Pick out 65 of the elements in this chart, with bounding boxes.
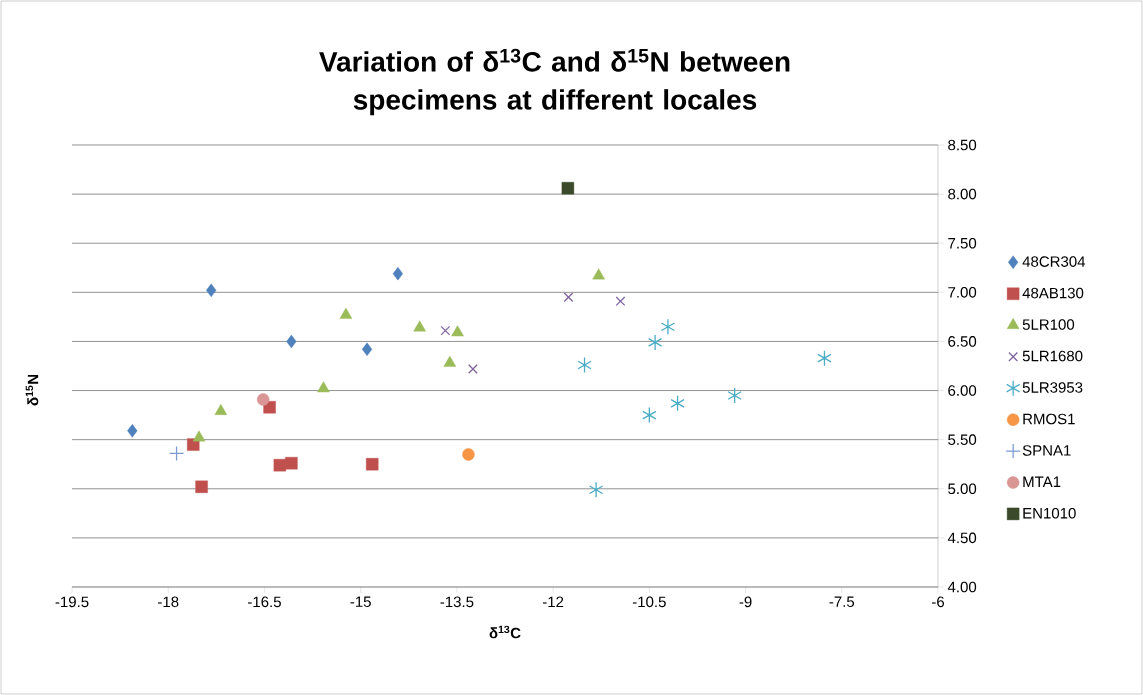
point [592,268,605,280]
y-tick-label: 8.50 [948,139,977,151]
point [317,381,330,393]
y-tick-label: 7.00 [948,287,977,298]
legend-label: EN1010 [1023,507,1076,519]
legend-label: SPNA1 [1022,445,1071,456]
point [670,395,685,412]
y-tick-label: 5.00 [948,483,977,495]
point [642,406,657,424]
x-tick-label: -7.5 [829,596,855,607]
y-axis-title: δ$^{15}$N [25,374,39,406]
legend-label: 5LR100 [1022,319,1075,330]
point [256,393,270,406]
point [615,296,626,307]
y-tick-label: 5.50 [948,434,977,445]
legend-label: 48CR304 [1022,256,1086,267]
legend-label: MTA1 [1023,476,1061,487]
legend-label: 5LR3953 [1022,382,1083,393]
x-tick-label: -6 [931,596,945,608]
point [285,457,298,470]
x-tick-label: -9 [739,596,752,608]
x-axis-title: δ$^{13}$C [489,625,521,639]
legend-label: 48AB130 [1022,287,1084,299]
chart-title: Variation of δ$^{13}$C and δ$^{15}$N between specimens at different locales [319,48,790,116]
point [468,364,478,374]
point [392,266,403,281]
y-tick-label: 7.50 [948,237,977,249]
x-tick-label: -10.5 [632,596,666,608]
point [366,458,379,471]
point [588,481,604,498]
point [577,356,592,374]
point [462,448,475,461]
point [168,445,185,462]
point [817,349,832,367]
point [206,283,217,298]
point [127,424,138,438]
legend-label: 5LR1680 [1022,350,1083,362]
point [195,480,208,493]
point [561,182,575,195]
point [273,458,287,472]
point [214,403,228,415]
y-tick-label: 4.50 [947,532,977,544]
x-tick-label: -15 [350,596,371,607]
point [727,387,742,404]
point [660,318,676,335]
point [339,307,353,319]
point [362,342,373,356]
y-tick-label: 4.00 [947,581,977,593]
point [647,334,663,351]
x-tick-label: -12 [542,596,564,607]
point [451,325,464,337]
point [563,292,574,303]
point [286,334,297,349]
point [440,325,451,336]
point [443,355,457,367]
y-tick-label: 6.00 [948,385,977,396]
x-tick-label: -13.5 [440,596,474,608]
point [413,320,426,332]
legend-label: RMOS1 [1023,413,1075,425]
y-tick-label: 8.00 [948,188,977,200]
x-tick-label: -19.5 [55,596,89,608]
y-tick-label: 6.50 [948,336,977,347]
point [192,430,206,442]
x-tick-label: -18 [158,596,179,608]
x-tick-label: -16.5 [248,596,281,608]
